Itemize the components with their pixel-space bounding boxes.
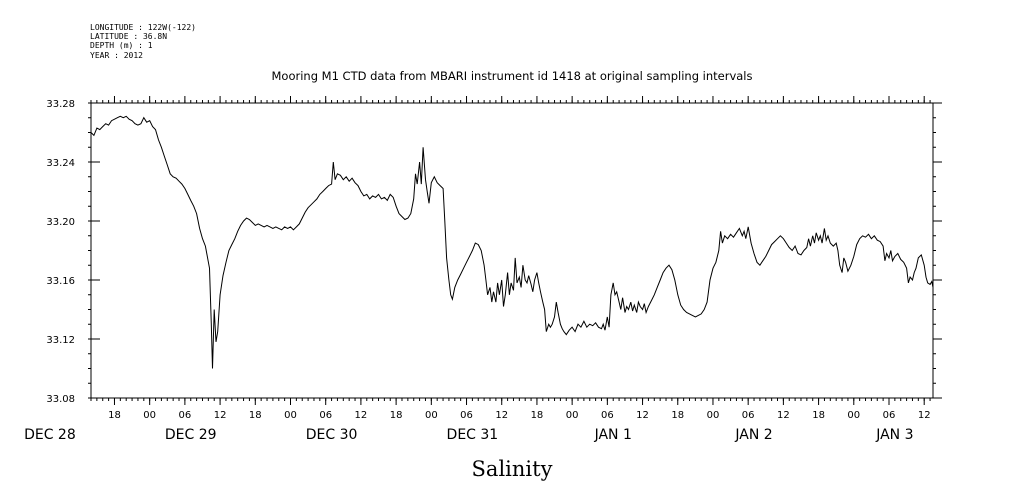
y-tick-label: 33.20 — [46, 217, 75, 228]
y-axis-title: Salinity — [472, 457, 553, 481]
x-hour-label: 18 — [531, 410, 544, 421]
x-hour-label: 06 — [742, 410, 755, 421]
x-hour-label: 12 — [495, 410, 508, 421]
x-hour-label: 18 — [671, 410, 684, 421]
x-day-label: DEC 30 — [306, 427, 358, 443]
y-tick-label: 33.08 — [46, 394, 75, 405]
meta-year: YEAR : 2012 — [90, 51, 143, 60]
x-hour-label: 00 — [847, 410, 860, 421]
x-day-label: DEC 29 — [165, 427, 217, 443]
x-hour-label: 00 — [707, 410, 720, 421]
x-hour-label: 06 — [601, 410, 614, 421]
x-day-label: JAN 2 — [734, 427, 772, 443]
x-hour-label: 06 — [319, 410, 332, 421]
x-hour-label: 12 — [214, 410, 227, 421]
plot-frame — [90, 102, 934, 399]
x-hour-label: 18 — [812, 410, 825, 421]
chart-title: Mooring M1 CTD data from MBARI instrumen… — [272, 69, 753, 83]
x-hour-label: 18 — [390, 410, 403, 421]
x-hour-label: 12 — [636, 410, 649, 421]
meta-depth: DEPTH (m) : 1 — [90, 41, 153, 50]
x-axis: 18 00 06 12 18 00 06 12 18 00 06 12 18 00 06 12 18 00 06 12… — [24, 96, 931, 443]
x-hour-label: 00 — [143, 410, 156, 421]
y-axis: 33.28 33.24 33.20 33.16 33.12 33.08 — [46, 99, 942, 405]
x-day-label: JAN 1 — [594, 427, 632, 443]
x-hour-label: 12 — [777, 410, 790, 421]
x-hour-label: 18 — [108, 410, 121, 421]
x-hour-label: 06 — [460, 410, 473, 421]
y-tick-label: 33.16 — [46, 276, 75, 287]
x-hour-label: 12 — [918, 410, 931, 421]
salinity-series-line — [90, 115, 934, 369]
x-hour-label: 18 — [249, 410, 262, 421]
x-hour-label: 00 — [284, 410, 297, 421]
y-tick-label: 33.12 — [46, 335, 75, 346]
x-hour-label: 00 — [566, 410, 579, 421]
y-tick-label: 33.24 — [46, 158, 75, 169]
x-hour-label: 00 — [425, 410, 438, 421]
metadata-block: LONGITUDE : 122W(-122) LATITUDE : 36.8N … — [90, 23, 196, 60]
x-hour-label: 12 — [355, 410, 368, 421]
x-day-label: JAN 3 — [875, 427, 913, 443]
minor-ticks — [88, 100, 936, 401]
meta-latitude: LATITUDE : 36.8N — [90, 32, 167, 41]
x-day-label: DEC 31 — [447, 427, 499, 443]
x-day-label: DEC 28 — [24, 427, 76, 443]
y-tick-label: 33.28 — [46, 99, 75, 110]
meta-longitude: LONGITUDE : 122W(-122) — [90, 23, 196, 32]
x-hour-label: 06 — [883, 410, 896, 421]
x-hour-label: 06 — [179, 410, 192, 421]
